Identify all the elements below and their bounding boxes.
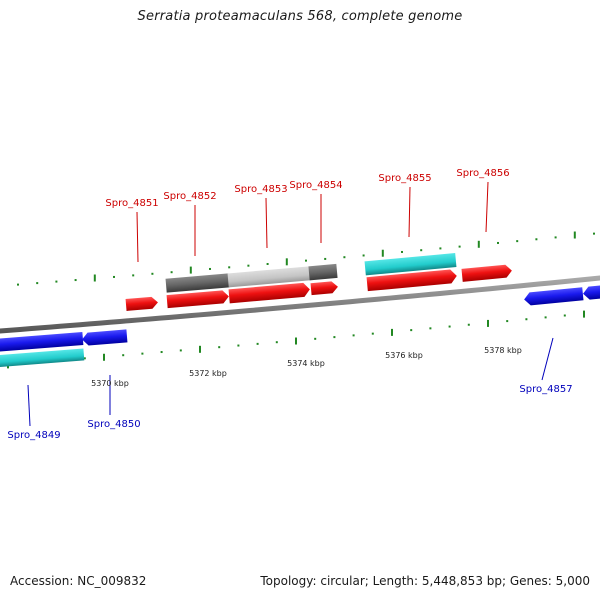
genome-backbone <box>0 275 600 334</box>
gene-spro-4852-pseudo <box>165 273 230 293</box>
topology-stats-text: Topology: circular; Length: 5,448,853 bp… <box>260 574 590 588</box>
scale-label-5378: 5378 kbp <box>484 346 522 355</box>
gene-spro-4857-label: Spro_4857 <box>519 384 572 395</box>
gene-spro-4857-next <box>583 284 600 300</box>
gene-spro-4857 <box>524 287 584 306</box>
gene-spro-4851-label: Spro_4851 <box>105 198 158 209</box>
accession-text: Accession: NC_009832 <box>10 574 147 588</box>
gene-spro-4849-rna <box>0 348 85 368</box>
gene-labels: Spro_4849 Spro_4850 Spro_4851 Spro_4852 Spro… <box>7 168 572 441</box>
gene-spro-4850-label: Spro_4850 <box>87 419 140 430</box>
gene-spro-4850 <box>82 329 128 346</box>
gene-spro-4854-pseudo <box>308 263 338 281</box>
gene-spro-4857-leader-line <box>541 337 554 381</box>
gene-spro-4853-leader-line <box>265 197 268 249</box>
gene-spro-4854-label: Spro_4854 <box>289 180 342 191</box>
gene-spro-4855-label: Spro_4855 <box>378 173 431 184</box>
gene-spro-4855 <box>366 269 457 292</box>
gene-spro-4856-leader-line <box>485 181 489 233</box>
backbone-line <box>0 275 600 334</box>
scale-label-5370: 5370 kbp <box>91 379 129 388</box>
scale-labels: 5370 kbp 5372 kbp 5374 kbp 5376 kbp 5378 kbp <box>91 346 522 388</box>
gene-spro-4853 <box>228 282 310 304</box>
gene-spro-4852 <box>166 290 229 309</box>
scale-label-5376: 5376 kbp <box>385 351 423 360</box>
scale-label-5372: 5372 kbp <box>189 369 227 378</box>
scale-label-5374: 5374 kbp <box>287 359 325 368</box>
gene-spro-4855-leader-line <box>408 186 411 238</box>
gene-spro-4854 <box>310 281 338 296</box>
gene-spro-4853-pseudo <box>227 266 311 288</box>
gene-spro-4855-rna <box>364 253 457 276</box>
gene-spro-4849-label: Spro_4849 <box>7 430 60 441</box>
gene-spro-4856 <box>461 264 512 282</box>
page-title: Serratia proteamaculans 568, complete ge… <box>137 9 463 24</box>
gene-spro-4851 <box>125 296 158 311</box>
gene-spro-4856-label: Spro_4856 <box>456 168 509 179</box>
tick-marks <box>7 231 595 369</box>
gene-spro-4849-leader-line <box>27 384 31 427</box>
gene-spro-4851-leader-line <box>136 211 139 263</box>
gene-features <box>0 253 600 368</box>
gene-spro-4853-label: Spro_4853 <box>234 184 287 195</box>
gene-spro-4852-label: Spro_4852 <box>163 191 216 202</box>
gene-spro-4849-cds <box>0 332 84 352</box>
